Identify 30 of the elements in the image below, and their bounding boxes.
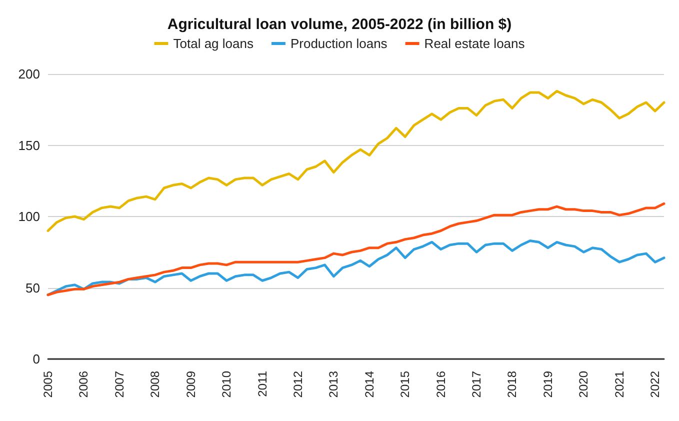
x-tick-label: 2016 bbox=[434, 370, 448, 398]
x-tick-label: 2010 bbox=[220, 370, 234, 398]
x-tick-label: 2022 bbox=[648, 370, 662, 398]
legend-label: Real estate loans bbox=[424, 36, 526, 51]
line-series bbox=[46, 239, 666, 296]
y-tick-label: 200 bbox=[18, 66, 40, 82]
x-tick-label: 2020 bbox=[576, 370, 591, 398]
x-tick-label: 2015 bbox=[398, 370, 412, 398]
chart-title: Agricultural loan volume, 2005-2022 (in billion $) bbox=[167, 16, 512, 33]
x-tick-label: 2006 bbox=[76, 370, 91, 398]
line-series bbox=[46, 90, 666, 232]
x-tick-label: 2014 bbox=[362, 370, 376, 398]
x-tick-label: 2013 bbox=[326, 370, 341, 398]
y-tick-label: 0 bbox=[32, 352, 40, 366]
x-tick-label: 2018 bbox=[505, 370, 520, 398]
x-tick-label: 2009 bbox=[184, 370, 198, 398]
line-series bbox=[46, 202, 666, 296]
x-tick-label: 2017 bbox=[470, 370, 484, 398]
legend-label: Production loans bbox=[290, 36, 388, 51]
x-tick-label: 2021 bbox=[612, 370, 626, 398]
x-tick-label: 2012 bbox=[290, 370, 305, 398]
x-tick-label: 2007 bbox=[112, 370, 126, 398]
x-tick-label: 2011 bbox=[255, 370, 270, 397]
y-tick-label: 50 bbox=[26, 280, 40, 296]
x-tick-label: 2008 bbox=[148, 370, 162, 398]
x-tick-label: 2019 bbox=[540, 370, 555, 398]
x-tick-label: 2005 bbox=[41, 370, 55, 398]
y-tick-label: 150 bbox=[18, 138, 40, 153]
y-tick-label: 100 bbox=[18, 209, 40, 224]
legend-label: Total ag loans bbox=[173, 36, 254, 51]
